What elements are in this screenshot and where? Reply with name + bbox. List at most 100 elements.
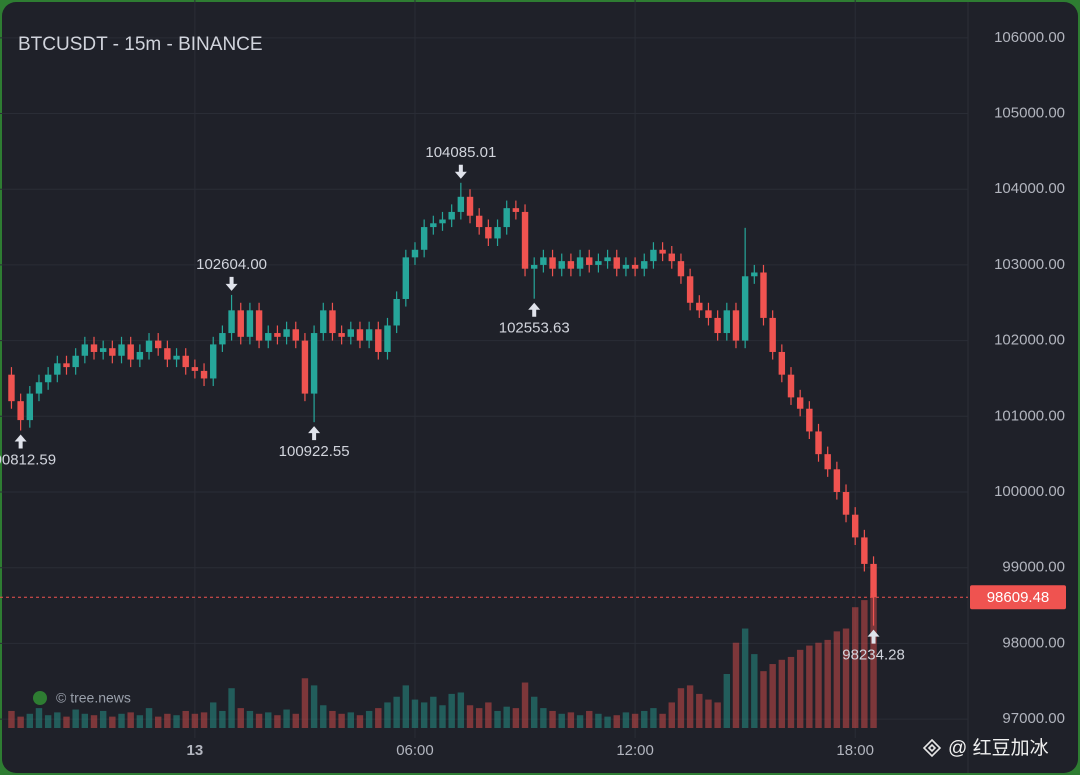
low-label: 100812.59 (0, 451, 56, 468)
volume-bar (292, 713, 299, 728)
volume-bar (604, 716, 611, 728)
candle-body (90, 344, 98, 352)
candle-body (200, 370, 208, 379)
candle-body (54, 363, 61, 375)
volume-bar (237, 708, 244, 728)
label-arrow (308, 426, 321, 441)
label-arrow (528, 302, 541, 317)
candle-body (751, 272, 758, 277)
candle-body (274, 333, 281, 337)
candle-body (329, 310, 336, 334)
candle-body (164, 348, 171, 360)
y-tick-label: 103000.00 (994, 256, 1065, 273)
volume-bar (466, 705, 474, 728)
candle-body (485, 227, 492, 239)
watermark-icon (33, 691, 47, 705)
axes: 97000.00 98000.00 99000.00 100000.00 101000.… (187, 29, 1066, 759)
volume-bar (35, 708, 43, 728)
candle-body (787, 374, 795, 398)
volume-bar (686, 685, 694, 728)
candle-body (457, 196, 465, 212)
candle-body (696, 302, 703, 311)
volume-bar (109, 716, 116, 728)
volume-bar (420, 702, 428, 728)
candle-body (842, 492, 850, 515)
volume-bar (17, 716, 24, 728)
high-label: 102604.00 (196, 256, 267, 273)
volume-bar (494, 710, 501, 728)
volume-bar (696, 693, 703, 728)
candle-body (237, 310, 244, 337)
candle-body (723, 310, 731, 334)
volume-bar (265, 712, 272, 728)
x-tick-label: 18:00 (836, 742, 874, 759)
candle-body (118, 344, 125, 356)
volume-bar (595, 713, 602, 728)
volume-bar (164, 713, 171, 728)
volume-bar (677, 688, 685, 728)
candle-body (760, 272, 767, 318)
candle-body (833, 469, 841, 492)
candle-body (576, 257, 584, 269)
candle-body (567, 261, 575, 269)
candle-body (182, 355, 189, 368)
candle-body (796, 397, 804, 409)
candle-body (310, 333, 318, 394)
volume-bar (173, 715, 180, 728)
volume-bar (430, 696, 437, 728)
y-tick-label: 104000.00 (994, 180, 1065, 197)
volume-bar (485, 702, 492, 728)
candle-body (851, 514, 859, 538)
volume-bar (44, 715, 52, 728)
candle-body (365, 329, 373, 341)
candle-body (503, 208, 510, 228)
chart-title: BTCUSDT - 15m - BINANCE (18, 34, 263, 55)
candle-body (714, 317, 721, 334)
y-tick-label: 105000.00 (994, 105, 1065, 122)
candle-body (650, 249, 657, 262)
candle-body (448, 211, 455, 220)
volume-bar (531, 696, 538, 728)
volume-bar (787, 656, 795, 728)
volume-bar (26, 713, 34, 728)
candle-body (246, 310, 254, 337)
volume-bar (842, 628, 850, 728)
candle-body (44, 374, 52, 383)
volume-bar (475, 708, 483, 728)
y-tick-label: 102000.00 (994, 332, 1065, 349)
volume-bar (356, 715, 364, 728)
volume-bar (320, 705, 327, 728)
volume-bar (650, 708, 657, 728)
candle-body (430, 223, 437, 228)
y-tick-label: 106000.00 (994, 29, 1065, 46)
volume-bar (210, 702, 217, 728)
volume-bar (228, 688, 235, 728)
volume-bar (274, 715, 281, 728)
volume-bar (613, 715, 620, 728)
candle-body (549, 257, 556, 269)
y-tick-label: 98000.00 (1002, 634, 1065, 651)
candle-body (228, 310, 235, 334)
candle-body (292, 329, 299, 341)
volume-bar (668, 702, 675, 728)
candle-body (677, 261, 685, 277)
candle-body (870, 563, 877, 598)
candle-body (63, 363, 70, 368)
x-tick-label: 13 (187, 742, 204, 759)
volume-bar (631, 713, 639, 728)
plot-area: 102604.00 104085.01 100812.59 100922.55 1025… (0, 0, 968, 738)
volume-bar (8, 710, 15, 728)
candle-body (81, 344, 89, 356)
candle-body (705, 310, 712, 318)
candle-body (540, 257, 547, 265)
volume-bar (457, 692, 465, 728)
volume-bar (145, 708, 153, 728)
volume-bar (512, 708, 520, 728)
candle-body (466, 196, 474, 216)
volume-bar (255, 713, 263, 728)
candle-body (815, 431, 822, 455)
candle-body (283, 329, 290, 337)
candle-body (604, 257, 611, 262)
candle-body (384, 325, 391, 352)
